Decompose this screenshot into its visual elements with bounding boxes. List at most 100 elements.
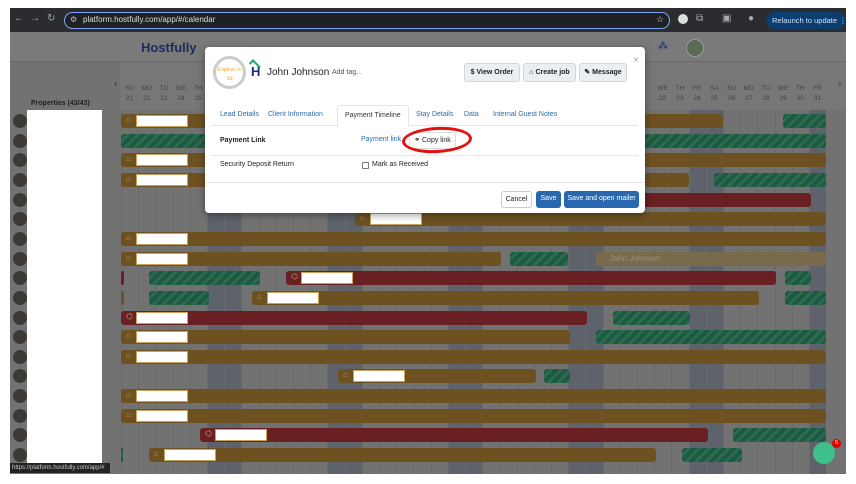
airbnb-icon: ⌬	[126, 311, 133, 321]
property-thumbnail[interactable]	[13, 448, 27, 463]
create-job-button[interactable]: ⌂ Create job	[523, 63, 576, 82]
tab-stay-details[interactable]: Stay Details	[416, 111, 454, 118]
hostfully-icon: ⌂	[126, 409, 131, 419]
blocked-booking-bar[interactable]	[148, 290, 209, 305]
property-thumbnail[interactable]	[13, 271, 27, 286]
forward-icon[interactable]: →	[30, 13, 40, 24]
blocked-booking-bar[interactable]	[612, 310, 691, 325]
direct-booking-bar[interactable]: ⌂	[121, 408, 827, 423]
direct-booking-bar[interactable]	[121, 290, 124, 305]
blocked-booking-bar[interactable]	[681, 448, 742, 463]
direct-booking-bar[interactable]: ⌂	[148, 448, 656, 463]
next-arrow-icon[interactable]: ›	[838, 78, 842, 89]
property-thumbnail[interactable]	[13, 290, 27, 305]
hostfully-source-icon: H	[251, 64, 261, 79]
airbnb-booking-bar[interactable]: ⌬	[286, 271, 777, 286]
property-thumbnail[interactable]	[13, 428, 27, 443]
save-button[interactable]: Save	[536, 191, 561, 208]
tab-internal-guest-notes[interactable]: Internal Guest Notes	[493, 111, 558, 118]
guest-name-redacted	[136, 350, 188, 363]
direct-booking-bar[interactable]: ⌂	[121, 349, 827, 364]
blocked-booking-bar[interactable]	[784, 290, 827, 305]
add-tag-input[interactable]: Add tag...	[332, 69, 362, 76]
direct-booking-bar[interactable]: ⌂	[121, 389, 827, 404]
blocked-booking-bar[interactable]	[783, 114, 827, 128]
url-text: platform.hostfully.com/app/#/calendar	[83, 15, 216, 24]
blocked-booking-bar[interactable]	[733, 428, 827, 443]
site-info-icon[interactable]: ⚙	[70, 15, 78, 24]
property-thumbnail[interactable]	[13, 133, 27, 148]
save-and-open-mailer-button[interactable]: Save and open mailer	[564, 191, 639, 208]
tab-payment-timeline[interactable]: Payment Timeline	[337, 105, 409, 127]
property-thumbnail[interactable]	[13, 114, 27, 128]
mark-received-label[interactable]: Mark as Received	[372, 161, 429, 168]
guest-name-redacted	[369, 213, 422, 226]
prev-arrow-icon[interactable]: ‹	[114, 78, 118, 89]
profile-icon[interactable]: ●	[748, 13, 755, 24]
guest-name: John Johnson	[267, 67, 330, 78]
create-job-label: Create job	[535, 69, 570, 76]
day-number: 25	[710, 95, 718, 102]
airbnb-booking-bar[interactable]: ⌬	[200, 428, 708, 443]
mark-received-checkbox[interactable]	[362, 162, 369, 169]
back-icon[interactable]: ←	[14, 13, 24, 24]
property-thumbnail[interactable]	[13, 369, 27, 384]
copy-link-button[interactable]: ⚭ Copy link	[409, 132, 456, 149]
cancel-button[interactable]: Cancel	[501, 191, 532, 208]
tab-client-information[interactable]: Client Information	[268, 111, 323, 118]
address-bar[interactable]: ⚙ platform.hostfully.com/app/#/calendar …	[64, 12, 670, 29]
property-thumbnail[interactable]	[13, 330, 27, 345]
blocked-booking-bar[interactable]	[148, 271, 261, 286]
direct-booking-bar[interactable]: ⌂	[121, 330, 570, 345]
bookmark-star-icon[interactable]: ☆	[655, 14, 664, 24]
tab-data[interactable]: Data	[464, 111, 479, 118]
property-thumbnail[interactable]	[13, 231, 27, 246]
day-number: 24	[693, 95, 701, 102]
chat-launcher-button[interactable]	[813, 442, 835, 464]
relaunch-button[interactable]: Relaunch to update ⋮	[766, 12, 847, 29]
direct-booking-bar[interactable]: ⌂	[121, 231, 827, 246]
direct-booking-bar[interactable]: ⌂	[354, 212, 827, 227]
view-order-button[interactable]: $ View Order	[464, 63, 520, 82]
airbnb-icon: ⌬	[205, 429, 213, 439]
direct-booking-bar[interactable]: ⌂	[121, 251, 502, 266]
user-avatar[interactable]	[686, 39, 704, 57]
extension-icon[interactable]	[678, 14, 688, 24]
blocked-booking-bar[interactable]	[544, 369, 570, 384]
property-thumbnail[interactable]	[13, 349, 27, 364]
property-thumbnail[interactable]	[13, 192, 27, 207]
hostfully-icon: ⌂	[256, 291, 262, 301]
hostfully-icon: ⌂	[126, 115, 131, 124]
blocked-booking-bar[interactable]	[595, 330, 827, 345]
airbnb-booking-bar[interactable]	[121, 271, 124, 286]
direct-booking-bar[interactable]: ⌂	[251, 290, 760, 305]
property-thumbnail[interactable]	[13, 389, 27, 404]
org-chart-icon[interactable]: ⁂	[658, 41, 668, 52]
day-of-week: TH	[675, 85, 685, 92]
payment-link[interactable]: Payment link	[361, 136, 402, 143]
property-thumbnail[interactable]	[13, 251, 27, 266]
property-thumbnail[interactable]	[13, 212, 27, 227]
close-icon[interactable]: ×	[633, 55, 639, 66]
reload-icon[interactable]: ↻	[47, 13, 56, 24]
ghost-booking-label: John Johnson	[609, 253, 660, 263]
property-thumbnail[interactable]	[13, 172, 27, 187]
direct-booking-bar[interactable]: ⌂	[337, 369, 536, 384]
blocked-booking-bar[interactable]	[509, 251, 569, 266]
blocked-booking-bar[interactable]	[121, 448, 123, 463]
hostfully-icon: ⌂	[359, 213, 365, 223]
property-thumbnail[interactable]	[13, 153, 27, 168]
property-thumbnail[interactable]	[13, 408, 27, 423]
day-of-week: SU	[124, 85, 135, 92]
blocked-booking-bar[interactable]	[784, 271, 811, 286]
airbnb-booking-bar[interactable]: ⌬	[121, 310, 588, 325]
hostfully-logo[interactable]: Hostfully	[141, 40, 197, 55]
tab-search-icon[interactable]: ▣	[722, 13, 732, 24]
status-bar-url: https://platform.hostfully.com/app/#	[10, 463, 110, 473]
message-button[interactable]: ✎ Message	[579, 63, 627, 82]
tab-lead-details[interactable]: Lead Details	[220, 111, 259, 118]
property-thumbnail[interactable]	[13, 310, 27, 325]
ghost-booking-bar[interactable]: John Johnson	[595, 251, 827, 266]
blocked-booking-bar[interactable]	[714, 172, 827, 187]
extensions-puzzle-icon[interactable]: ⧉	[696, 13, 704, 24]
